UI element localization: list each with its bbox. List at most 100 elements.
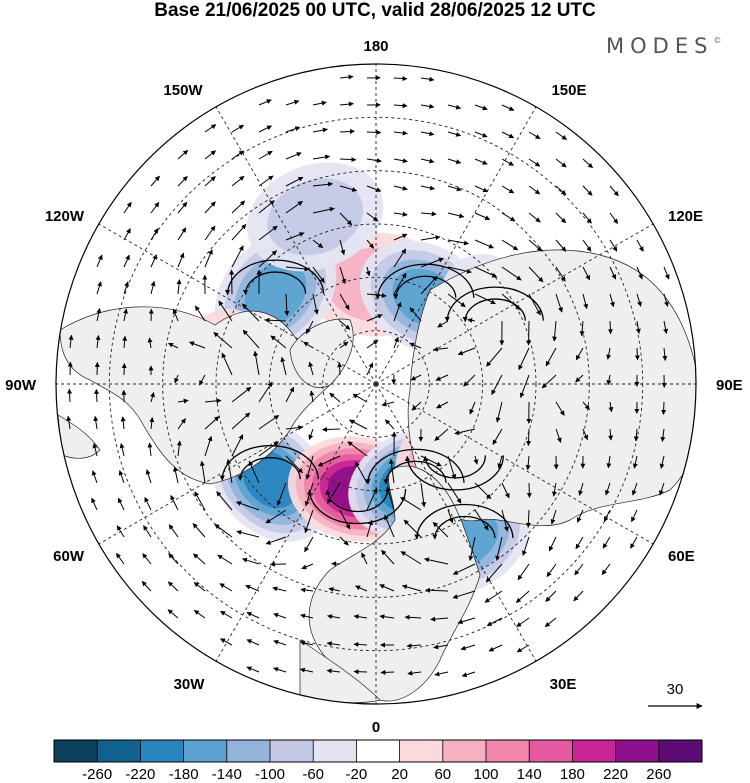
- wind-vector: [609, 293, 615, 308]
- wind-vector: [231, 150, 245, 160]
- wind-vector: [317, 455, 341, 467]
- colorbar-swatch: [572, 740, 616, 762]
- wind-vector: [96, 308, 102, 322]
- wind-vector: [276, 482, 287, 506]
- wind-vector: [393, 272, 407, 295]
- wind-vector: [218, 300, 233, 322]
- wind-vector: [379, 614, 395, 620]
- wind-vector: [231, 175, 245, 187]
- wind-vector: [546, 563, 557, 578]
- wind-vector: [603, 509, 611, 523]
- colorbar-swatch: [226, 740, 271, 762]
- wind-vector: [474, 239, 494, 249]
- wind-vector: [582, 428, 589, 441]
- wind-vector: [96, 281, 102, 295]
- wind-vector: [454, 428, 476, 436]
- colorbar-tick-label: -100: [255, 766, 285, 783]
- wind-vector: [434, 671, 449, 677]
- wind-vector: [339, 185, 358, 192]
- wind-vector: [393, 336, 399, 349]
- greenland-land: [289, 318, 354, 388]
- wind-vector: [285, 386, 295, 403]
- wind-vector: [231, 124, 245, 133]
- wind-vector: [528, 266, 544, 283]
- wind-vector: [143, 525, 152, 538]
- wind-vector: [575, 536, 584, 550]
- wind-vector: [229, 269, 235, 295]
- wind-vector: [491, 374, 503, 396]
- latitude-circle: [215, 223, 537, 545]
- wind-vector: [516, 617, 530, 628]
- wind-vector: [393, 76, 408, 82]
- colorbar-tick-label: 60: [434, 766, 451, 783]
- wind-vector: [213, 332, 233, 349]
- wind-vector: [258, 175, 274, 187]
- lon-label-60e: 60E: [668, 548, 695, 565]
- wind-vector: [339, 509, 351, 530]
- wind-vector: [176, 279, 182, 295]
- wind-vector: [463, 374, 476, 387]
- wind-vector: [528, 212, 541, 223]
- wind-vector: [168, 342, 179, 349]
- wind-vector: [273, 612, 287, 619]
- wind-vector: [468, 536, 476, 561]
- wind-vector: [452, 590, 476, 599]
- wind-vector: [484, 590, 503, 603]
- wind-vector: [575, 374, 584, 383]
- wind-vector: [420, 211, 437, 217]
- wind-vector: [285, 425, 304, 431]
- wind-vector: [447, 212, 465, 219]
- wind-vector: [630, 536, 638, 549]
- map-border: [55, 63, 697, 705]
- wind-vector: [457, 347, 476, 356]
- wind-vector: [327, 614, 341, 620]
- wind-vector: [545, 347, 557, 367]
- wind-vector: [216, 491, 233, 511]
- wind-vector: [379, 584, 395, 592]
- wind-vector: [285, 99, 300, 106]
- wind-vector: [606, 347, 612, 360]
- wind-vector: [366, 239, 375, 249]
- wind-vector: [204, 416, 220, 430]
- wind-vector: [192, 523, 206, 538]
- wind-vector: [501, 239, 519, 251]
- wind-vector: [177, 252, 185, 268]
- wind-vector: [366, 158, 382, 164]
- wind-vector: [555, 185, 567, 196]
- colorbar-tick-label: -220: [125, 766, 155, 783]
- pacific-coast-land: [57, 414, 101, 459]
- wind-vector: [147, 337, 153, 349]
- wind-vector: [299, 640, 314, 646]
- wind-vector: [550, 509, 557, 525]
- wind-vector: [177, 149, 189, 160]
- wind-vector: [312, 206, 335, 214]
- wind-vector: [631, 509, 638, 523]
- wind-vector: [582, 293, 589, 310]
- wind-vector: [241, 303, 260, 322]
- wind-vector: [430, 616, 449, 622]
- wind-vector: [361, 552, 368, 565]
- wind-vector: [447, 455, 457, 480]
- wind-vector: [194, 305, 206, 322]
- wind-vector: [381, 549, 395, 565]
- colorbar-swatch: [140, 740, 184, 762]
- wind-vector: [474, 212, 491, 220]
- wind-vector: [573, 590, 584, 602]
- wind-vector: [365, 266, 371, 277]
- colorbar-tick-label: -20: [346, 766, 368, 783]
- wind-vector: [337, 362, 343, 376]
- wind-vector: [246, 639, 260, 646]
- wind-vector: [91, 470, 98, 484]
- wind-vector: [660, 428, 666, 442]
- anomaly-contour-fill: [244, 261, 307, 326]
- wind-vector: [189, 341, 206, 349]
- anomaly-contour-fill: [267, 178, 364, 256]
- wind-vector: [258, 125, 273, 133]
- wind-vector: [300, 613, 314, 619]
- wind-vector: [420, 275, 438, 295]
- wind-vector: [393, 158, 408, 164]
- wind-vector: [123, 281, 129, 295]
- wind-vector: [658, 482, 665, 496]
- wind-vector: [172, 308, 179, 322]
- lon-label-60w: 60W: [53, 548, 85, 565]
